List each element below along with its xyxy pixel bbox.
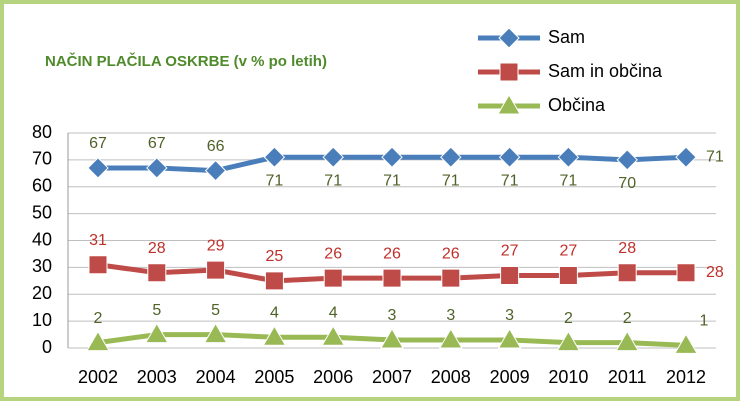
data-point — [441, 268, 461, 288]
data-point — [263, 146, 286, 168]
data-label: 71 — [442, 172, 460, 189]
data-label: 28 — [618, 240, 636, 257]
data-label: 27 — [501, 243, 519, 260]
data-point — [617, 263, 637, 283]
legend-label: Občina — [548, 95, 606, 115]
data-label: 28 — [706, 264, 724, 281]
data-point — [381, 146, 403, 168]
data-label: 71 — [324, 172, 342, 189]
data-point — [498, 146, 521, 168]
data-label: 71 — [266, 172, 284, 189]
data-point — [323, 268, 343, 288]
data-label: 71 — [501, 172, 519, 189]
y-tick-label: 80 — [32, 122, 52, 142]
legend-marker — [497, 94, 521, 115]
data-point — [147, 263, 167, 283]
data-label: 3 — [505, 307, 514, 324]
y-tick-label: 60 — [32, 176, 52, 196]
data-point — [88, 255, 108, 275]
data-point — [204, 159, 227, 182]
x-tick-label: 2008 — [431, 367, 471, 387]
y-tick-label: 70 — [32, 149, 52, 169]
data-label: 67 — [89, 135, 107, 152]
data-label: 5 — [152, 302, 161, 319]
chart-title: NAČIN PLAČILA OSKRBE (v % po letih) — [45, 52, 327, 70]
data-label: 28 — [148, 240, 166, 257]
data-point — [438, 327, 463, 349]
data-label: 26 — [442, 245, 460, 262]
x-tick-label: 2009 — [490, 367, 530, 387]
data-point — [676, 263, 696, 283]
data-point — [146, 157, 168, 179]
legend-label: Sam — [548, 27, 585, 47]
data-point — [203, 322, 228, 344]
data-label: 2 — [564, 310, 573, 327]
data-point — [675, 146, 697, 168]
y-tick-label: 40 — [32, 229, 52, 249]
data-point — [616, 149, 638, 171]
data-point — [86, 330, 110, 352]
data-label: 29 — [207, 237, 225, 254]
data-label: 4 — [270, 304, 279, 321]
data-point — [615, 330, 640, 352]
data-point — [497, 327, 522, 349]
data-label: 66 — [207, 138, 225, 155]
data-label: 31 — [89, 232, 107, 249]
y-tick-label: 20 — [32, 283, 52, 303]
data-label: 2 — [94, 310, 103, 327]
data-point — [87, 157, 109, 179]
x-tick-label: 2011 — [608, 367, 647, 387]
data-label: 2 — [623, 310, 632, 327]
x-tick-label: 2005 — [254, 367, 294, 387]
legend-label: Sam in občina — [548, 61, 663, 81]
data-point — [262, 325, 287, 346]
data-label: 5 — [211, 302, 220, 319]
data-point — [558, 265, 578, 285]
x-tick-label: 2002 — [78, 367, 118, 387]
data-label: 26 — [383, 245, 401, 262]
x-tick-label: 2010 — [548, 367, 588, 387]
y-tick-label: 30 — [32, 256, 52, 276]
data-point — [322, 146, 344, 168]
y-tick-label: 0 — [42, 337, 52, 357]
x-tick-label: 2007 — [372, 367, 412, 387]
data-label: 25 — [266, 248, 284, 265]
data-point — [380, 327, 404, 349]
data-label: 1 — [700, 313, 709, 330]
y-tick-label: 50 — [32, 202, 52, 222]
data-point — [206, 260, 226, 280]
legend-marker — [498, 27, 520, 49]
data-label: 70 — [618, 175, 636, 192]
data-label: 3 — [446, 307, 455, 324]
legend-marker — [499, 62, 519, 82]
x-tick-label: 2006 — [313, 367, 353, 387]
data-label: 4 — [329, 304, 338, 321]
x-tick-label: 2004 — [196, 367, 236, 387]
data-label: 67 — [148, 135, 166, 152]
data-point — [264, 271, 284, 291]
data-label: 71 — [706, 148, 724, 165]
x-tick-label: 2012 — [666, 367, 706, 387]
data-label: 71 — [560, 172, 578, 189]
data-label: 71 — [383, 172, 401, 189]
data-point — [382, 268, 402, 288]
data-point — [440, 146, 462, 168]
data-label: 26 — [324, 245, 342, 262]
data-point — [321, 325, 346, 346]
data-label: 3 — [388, 307, 397, 324]
data-point — [557, 146, 580, 168]
data-point — [500, 265, 520, 285]
y-tick-label: 10 — [32, 310, 52, 330]
data-point — [556, 330, 581, 352]
x-tick-label: 2003 — [137, 367, 177, 387]
data-point — [674, 333, 698, 354]
data-label: 27 — [560, 243, 578, 260]
data-point — [144, 322, 169, 344]
